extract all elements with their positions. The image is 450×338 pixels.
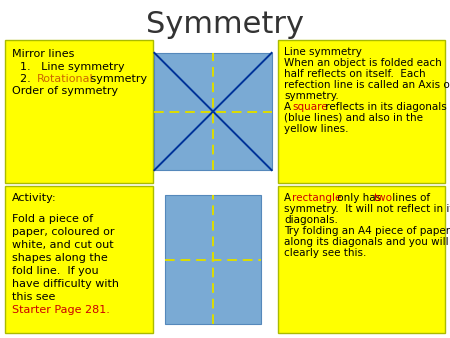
Text: paper, coloured or: paper, coloured or [12,227,114,237]
Text: fold line.  If you: fold line. If you [12,266,99,276]
FancyBboxPatch shape [278,40,445,183]
Text: refection line is called an Axis of: refection line is called an Axis of [284,80,450,90]
Text: along its diagonals and you will: along its diagonals and you will [284,237,449,247]
Text: 1.   Line symmetry: 1. Line symmetry [20,62,125,72]
Text: square: square [292,102,328,112]
Text: two: two [374,193,393,203]
Text: only has: only has [334,193,384,203]
Text: white, and cut out: white, and cut out [12,240,113,250]
Polygon shape [165,195,261,324]
Text: half reflects on itself.  Each: half reflects on itself. Each [284,69,426,79]
Text: this see: this see [12,292,55,302]
Text: Order of symmetry: Order of symmetry [12,87,118,97]
Text: shapes along the: shapes along the [12,253,108,263]
Text: When an object is folded each: When an object is folded each [284,58,442,68]
Text: symmetry.: symmetry. [284,91,339,101]
FancyBboxPatch shape [5,40,153,183]
Text: rectangle: rectangle [292,193,342,203]
Text: Starter Page 281.: Starter Page 281. [12,305,110,315]
Text: (blue lines) and also in the: (blue lines) and also in the [284,113,423,123]
FancyBboxPatch shape [278,186,445,333]
Text: Activity:: Activity: [12,193,57,203]
Text: yellow lines.: yellow lines. [284,124,348,134]
Text: Rotational: Rotational [37,74,94,84]
Text: have difficulty with: have difficulty with [12,279,119,289]
Text: symmetry.  It will not reflect in its: symmetry. It will not reflect in its [284,204,450,214]
Polygon shape [154,53,272,170]
Text: lines of: lines of [389,193,430,203]
Text: clearly see this.: clearly see this. [284,248,366,258]
Text: A: A [284,102,294,112]
Text: Symmetry: Symmetry [146,10,304,39]
Text: Line symmetry: Line symmetry [284,47,362,57]
Text: Try folding an A4 piece of paper: Try folding an A4 piece of paper [284,226,450,236]
Text: reflects in its diagonals: reflects in its diagonals [322,102,447,112]
Text: Mirror lines: Mirror lines [12,49,74,59]
Text: Fold a piece of: Fold a piece of [12,214,93,224]
Text: A: A [284,193,294,203]
FancyBboxPatch shape [5,186,153,333]
Text: 2.: 2. [20,74,41,84]
Text: diagonals.: diagonals. [284,215,338,225]
Text: symmetry: symmetry [87,74,147,84]
